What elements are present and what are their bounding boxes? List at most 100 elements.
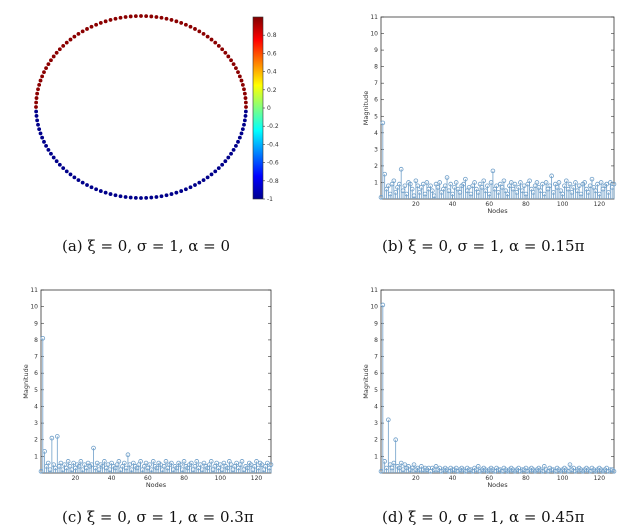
ring-node [242, 122, 246, 127]
ring-node [80, 180, 85, 185]
ring-node [169, 18, 174, 22]
ring-node [197, 29, 202, 34]
x-tick-label: 120 [594, 475, 606, 482]
stem-marker [558, 188, 564, 194]
stem-marker [150, 459, 156, 464]
ring-node [231, 62, 236, 66]
ring-node [149, 14, 154, 19]
x-tick-label: 60 [144, 475, 152, 482]
stem-marker [608, 180, 613, 185]
stem-marker [591, 185, 597, 190]
stem-marker [221, 460, 227, 466]
ring-node [243, 114, 248, 118]
ring-node [188, 24, 193, 29]
stem-marker [598, 180, 604, 185]
stem-marker [62, 462, 67, 467]
colorbar-tick-label: -0.2 [267, 123, 279, 130]
x-tick-label: 60 [485, 475, 493, 482]
stem-marker [508, 180, 514, 185]
stem-marker [472, 180, 477, 185]
stem-marker [549, 173, 554, 179]
ring-node [188, 185, 193, 190]
stem-marker [576, 183, 582, 189]
y-tick-label: 4 [374, 130, 378, 137]
stem-marker [497, 181, 503, 187]
ring-node [64, 40, 69, 45]
ring-node [205, 34, 210, 39]
ring-node [144, 14, 149, 19]
y-tick-label: 2 [34, 437, 38, 444]
ring-node [85, 27, 89, 31]
ring-node [72, 175, 77, 180]
stem-marker [208, 459, 214, 464]
ring-node [133, 14, 138, 19]
stem-marker [527, 178, 532, 184]
stem-marker [85, 460, 91, 466]
ring-node [209, 37, 214, 42]
ring-node [35, 118, 40, 123]
stem-marker [58, 460, 64, 466]
y-tick-label: 11 [370, 287, 378, 294]
stem-marker [398, 166, 404, 172]
ring-node [193, 27, 197, 31]
ring-node [68, 172, 73, 177]
ring-node [229, 58, 233, 63]
stem-marker [611, 469, 617, 474]
stem-marker [571, 465, 576, 471]
stem-marker [268, 462, 274, 467]
x-tick-label: 120 [251, 475, 263, 482]
stem-marker [536, 185, 542, 190]
ring-node [149, 195, 154, 200]
ring-node [49, 151, 53, 156]
colorbar-tick-label: -0.8 [267, 178, 279, 185]
y-tick-label: 9 [374, 47, 378, 54]
ring-node [234, 144, 238, 148]
stem-marker [406, 464, 411, 469]
stem-marker [604, 465, 609, 471]
stem-marker [198, 462, 203, 467]
stem-marker [529, 186, 534, 192]
stem-marker [437, 465, 443, 471]
y-tick-label: 3 [34, 420, 38, 427]
ring-node [64, 169, 69, 174]
stem-marker [556, 180, 562, 185]
caption-b: (b) ξ = 0, σ = 1, α = 0.15π [382, 237, 585, 255]
y-tick-label: 9 [374, 320, 378, 327]
stem-marker [415, 183, 420, 189]
stem-marker [501, 178, 507, 184]
stem-marker [521, 183, 527, 189]
ring-node [68, 37, 73, 42]
stem-marker [485, 183, 490, 189]
panel-d-stem-plot: 1 2 3 4 5 6 7 8 9 10 11 20 40 60 80 100 120 Nodes Magnitud… [362, 287, 617, 489]
ring-node [223, 50, 228, 55]
x-tick-label: 80 [180, 475, 188, 482]
stem-marker [503, 188, 509, 194]
colorbar-tick-label: 0.6 [267, 50, 277, 57]
ring-node [57, 162, 62, 167]
y-tick-label: 5 [34, 387, 38, 394]
plot-frame [40, 289, 272, 474]
stem-marker [82, 462, 87, 467]
stem-marker [584, 186, 589, 192]
colorbar-tick-label: 0.8 [267, 32, 277, 39]
stem-marker [239, 459, 245, 464]
ring-node [240, 82, 245, 87]
x-axis-label: Nodes [146, 481, 167, 489]
stem-marker [131, 460, 136, 466]
stem-marker [65, 459, 71, 464]
stem-marker [116, 459, 122, 464]
stem-marker [40, 335, 46, 341]
ring-node [220, 162, 225, 167]
stem-marker [382, 171, 387, 177]
stem-marker [387, 462, 393, 467]
y-axis-label: Magnitude [362, 364, 370, 398]
colorbar-tick-label: -0.6 [267, 160, 279, 167]
ring-node [34, 109, 39, 114]
ring-node [139, 196, 143, 200]
ring-node [220, 47, 225, 52]
ring-node [44, 66, 48, 70]
ring-node [239, 78, 244, 83]
ring-node [123, 15, 128, 19]
x-tick-label: 40 [449, 201, 457, 208]
x-tick-label: 60 [485, 201, 493, 208]
